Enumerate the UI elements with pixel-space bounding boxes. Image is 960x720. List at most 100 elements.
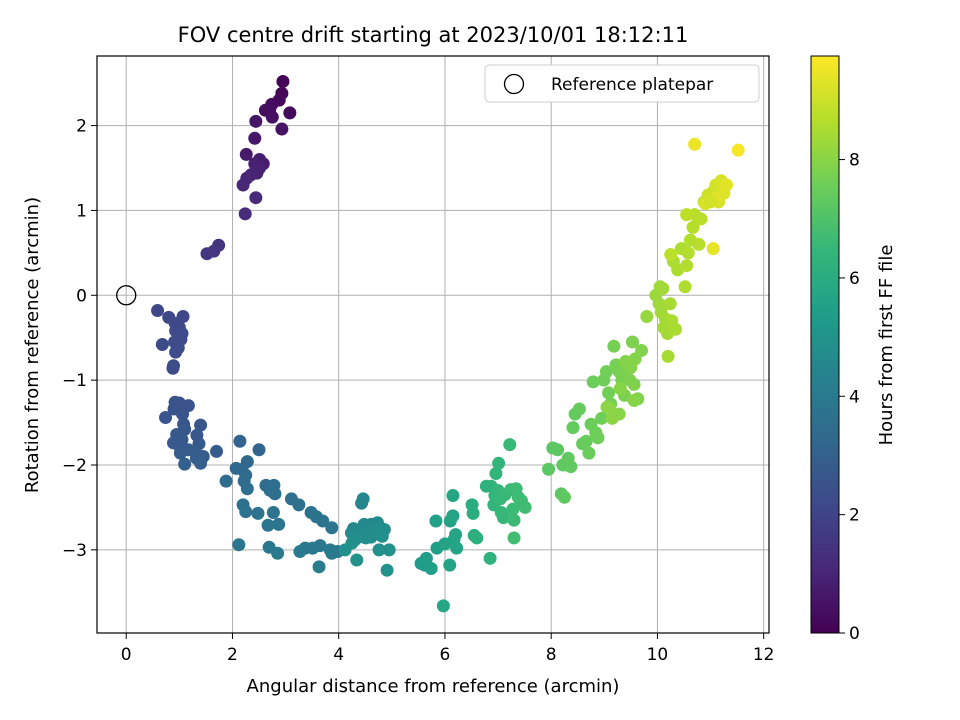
x-tick-label: 0 — [121, 645, 132, 665]
data-point — [557, 490, 571, 504]
legend: Reference platepar — [484, 64, 760, 103]
y-tick-label: 2 — [76, 117, 87, 137]
data-point — [380, 563, 394, 577]
x-tick-label: 10 — [647, 645, 669, 665]
data-point — [292, 498, 306, 512]
data-point — [272, 517, 286, 531]
chart-title: FOV centre drift starting at 2023/10/01 … — [178, 23, 689, 47]
y-tick-label: 0 — [76, 286, 87, 306]
data-point — [450, 541, 464, 555]
data-point — [449, 528, 463, 542]
y-axis-label: Rotation from reference (arcmin) — [22, 197, 43, 493]
data-point — [236, 178, 250, 192]
reference-platepar-marker — [116, 285, 137, 306]
data-point — [325, 521, 339, 535]
data-point — [429, 514, 443, 528]
data-point — [607, 339, 621, 353]
data-point — [248, 131, 262, 145]
data-point — [176, 407, 190, 421]
data-point — [268, 487, 282, 501]
data-point — [238, 207, 252, 221]
data-point — [492, 456, 506, 470]
data-point — [664, 248, 678, 262]
data-point — [364, 530, 378, 544]
data-point — [627, 394, 641, 408]
y-axis-ticks: −3 −2 −1 0 1 2 — [62, 117, 97, 561]
data-point — [564, 460, 578, 474]
data-point — [316, 514, 330, 528]
data-point — [200, 247, 214, 261]
data-point — [470, 531, 484, 545]
data-point — [249, 114, 263, 128]
data-point — [313, 539, 327, 553]
data-point — [466, 506, 480, 520]
data-point — [731, 143, 745, 157]
data-point — [503, 438, 517, 452]
data-point — [582, 446, 596, 460]
data-point — [599, 365, 613, 379]
data-point — [681, 246, 695, 260]
data-point — [656, 281, 670, 295]
data-point — [680, 259, 694, 273]
data-point — [159, 410, 173, 424]
data-point — [312, 560, 326, 574]
data-point — [542, 462, 556, 476]
legend-label-reference-platepar: Reference platepar — [551, 75, 713, 95]
data-point — [276, 74, 290, 88]
colorbar-tick-label: 4 — [849, 387, 860, 407]
data-point — [283, 106, 297, 120]
data-point — [706, 242, 720, 256]
data-point — [669, 322, 683, 336]
data-point — [613, 382, 627, 396]
data-point — [219, 474, 233, 488]
colorbar-tick-label: 2 — [849, 506, 860, 526]
x-tick-label: 8 — [546, 645, 557, 665]
data-point — [661, 349, 675, 363]
data-point — [325, 546, 339, 560]
data-point — [694, 212, 708, 226]
data-point — [566, 421, 580, 435]
data-point — [166, 361, 180, 375]
data-point — [640, 309, 654, 323]
data-point — [194, 418, 208, 432]
legend-box — [484, 64, 760, 103]
x-tick-label: 2 — [227, 645, 238, 665]
data-point — [507, 513, 521, 527]
data-point — [686, 220, 700, 234]
data-point — [446, 509, 460, 523]
data-point — [240, 482, 254, 496]
data-point — [178, 457, 192, 471]
data-point — [483, 551, 497, 565]
colorbar-tick-label: 0 — [849, 624, 860, 644]
data-point — [572, 402, 586, 416]
data-point — [443, 558, 457, 572]
data-point — [169, 345, 183, 359]
data-point — [249, 191, 263, 205]
data-point — [265, 110, 279, 124]
data-point — [600, 400, 614, 414]
grid — [97, 56, 769, 633]
data-point — [261, 518, 275, 532]
data-point — [551, 443, 565, 457]
data-point — [507, 531, 521, 545]
data-point — [586, 375, 600, 389]
data-point — [680, 208, 694, 222]
data-point — [678, 280, 692, 294]
data-point — [704, 195, 718, 209]
data-point — [489, 466, 503, 480]
data-point — [692, 237, 706, 251]
data-point — [155, 338, 169, 351]
data-point — [506, 502, 520, 516]
data-point — [233, 434, 247, 448]
x-tick-label: 12 — [753, 645, 775, 665]
data-point — [382, 543, 396, 557]
data-point — [625, 335, 639, 349]
data-point — [424, 562, 438, 576]
colorbar-ticks: 0 2 4 6 8 — [839, 151, 860, 644]
data-point — [627, 377, 641, 391]
y-tick-label: −3 — [62, 541, 87, 561]
data-point — [151, 304, 165, 318]
x-tick-label: 6 — [440, 645, 451, 665]
data-point — [210, 444, 224, 458]
data-point — [293, 545, 307, 559]
